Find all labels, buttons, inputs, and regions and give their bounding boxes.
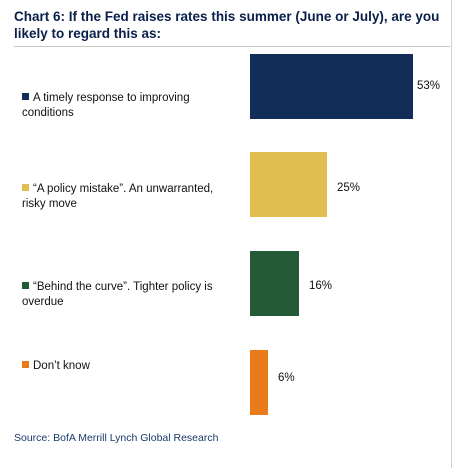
category-label: Don’t know	[22, 359, 232, 374]
title-divider	[14, 46, 450, 47]
bar	[250, 251, 299, 316]
category-text: “A policy mistake”. An unwarranted, risk…	[22, 183, 214, 210]
bar	[250, 152, 327, 217]
category-label: A timely response to improving condition…	[22, 91, 232, 121]
data-label: 16%	[309, 280, 333, 292]
category-text: “Behind the curve”. Tighter policy is ov…	[22, 281, 213, 308]
chart-title: Chart 6: If the Fed raises rates this su…	[14, 9, 440, 41]
legend-swatch	[22, 361, 29, 368]
legend-swatch	[22, 93, 29, 100]
frame-border	[451, 0, 452, 468]
category-label: “Behind the curve”. Tighter policy is ov…	[22, 280, 232, 310]
data-label: 25%	[337, 182, 361, 194]
category-label: “A policy mistake”. An unwarranted, risk…	[22, 182, 232, 212]
source-note: Source: BofA Merrill Lynch Global Resear…	[14, 432, 219, 444]
category-text: Don’t know	[33, 360, 90, 372]
bar	[250, 54, 413, 119]
legend-swatch	[22, 184, 29, 191]
bar	[250, 350, 268, 415]
legend-swatch	[22, 282, 29, 289]
category-text: A timely response to improving condition…	[22, 92, 190, 119]
data-label: 53%	[417, 80, 441, 92]
data-label: 6%	[278, 372, 295, 384]
